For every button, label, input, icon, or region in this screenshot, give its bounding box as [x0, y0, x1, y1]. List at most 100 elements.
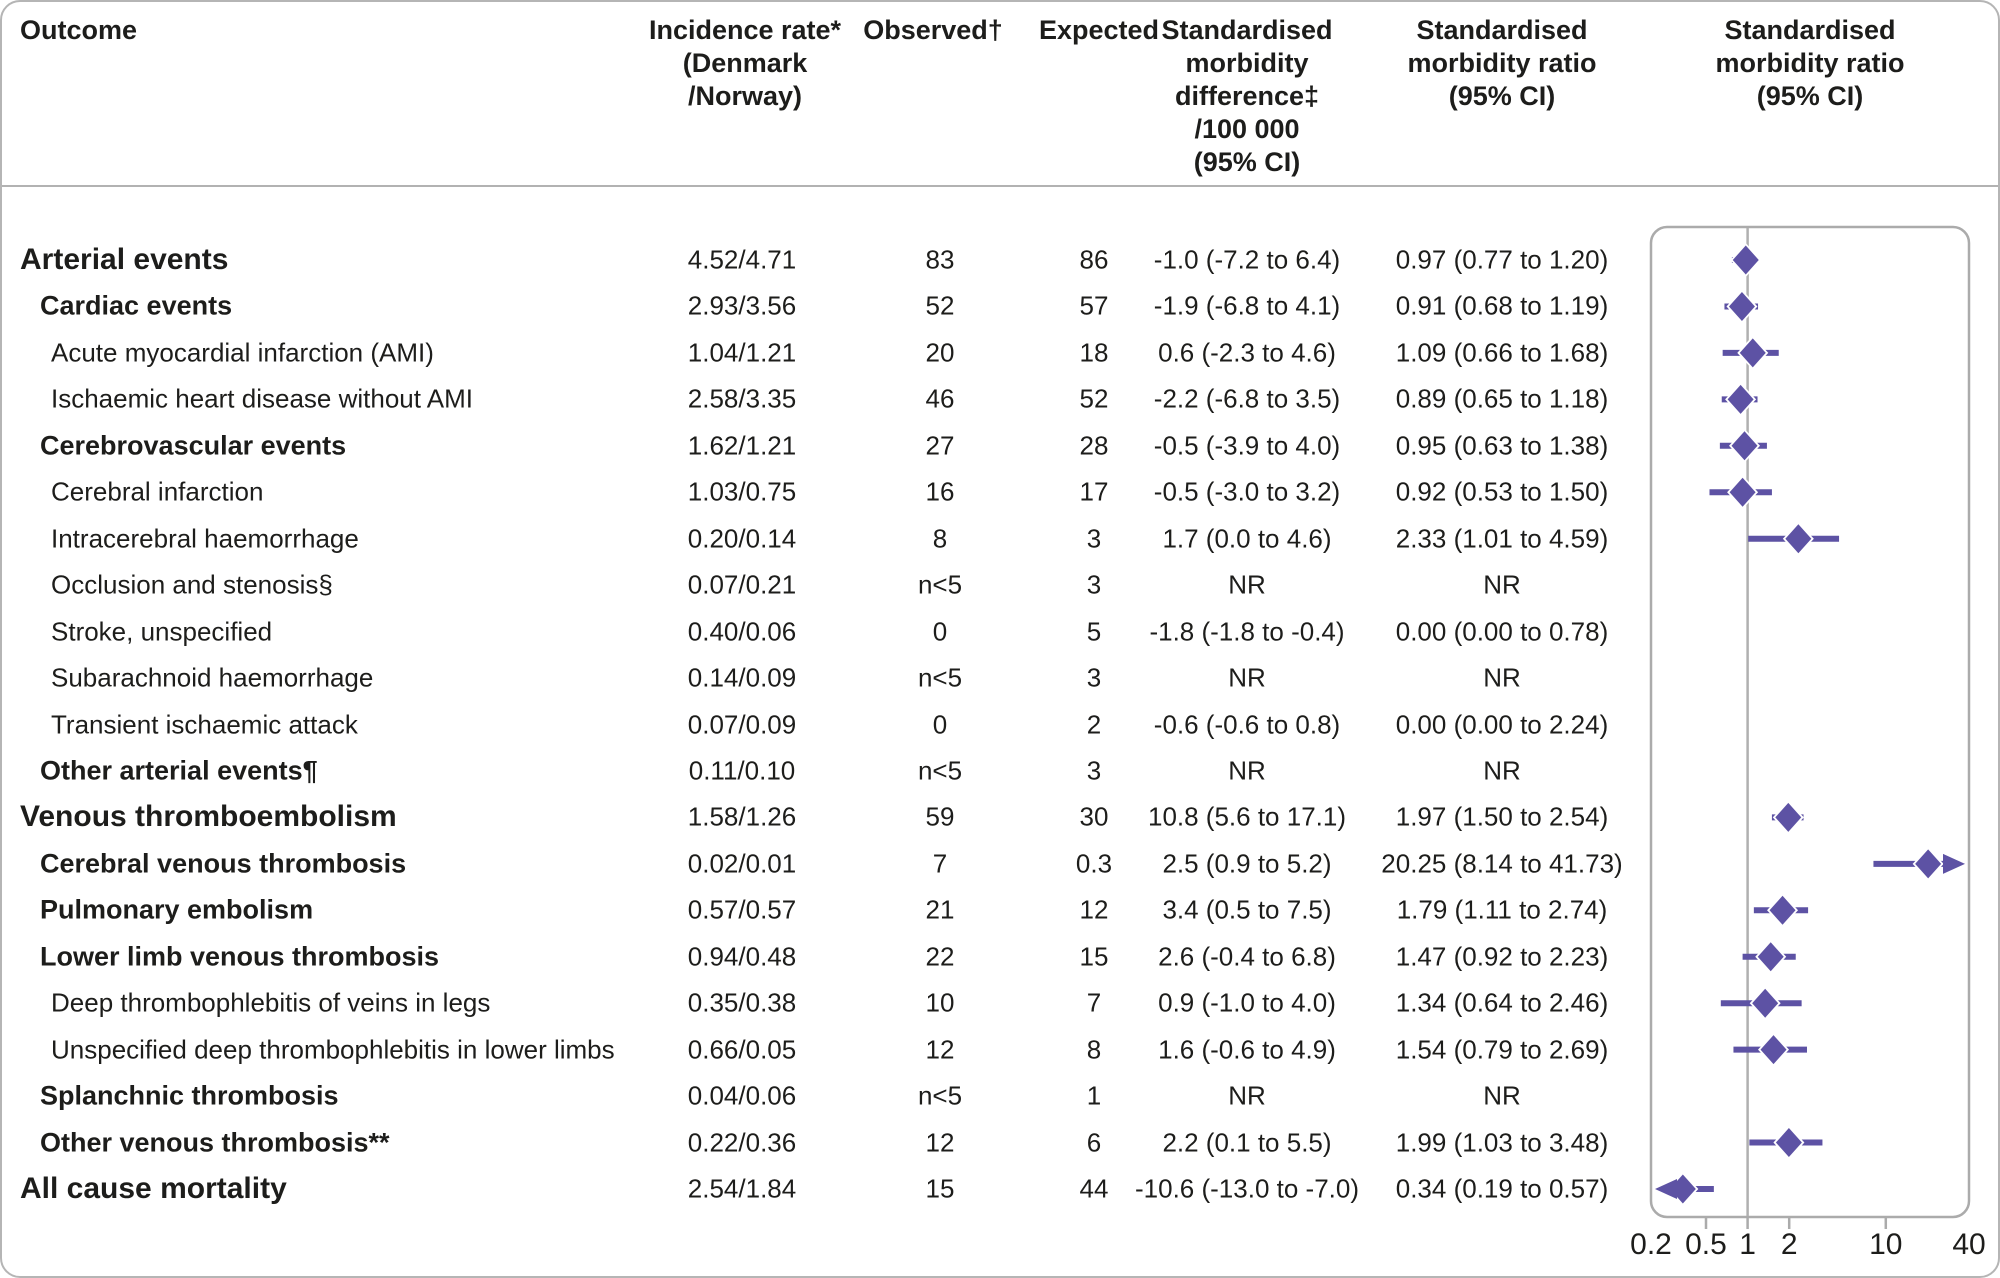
smd-value: NR — [1228, 1080, 1266, 1111]
smr-diamond — [1915, 849, 1942, 879]
smr-value: 0.00 (0.00 to 2.24) — [1395, 709, 1609, 739]
outcome-label: Intracerebral haemorrhage — [51, 523, 359, 554]
axis-label: 40 — [1952, 1228, 1985, 1261]
outcome-label: Subarachnoid haemorrhage — [51, 662, 374, 693]
smr-value: NR — [1483, 662, 1521, 693]
expected-value: 28 — [1079, 430, 1109, 461]
table-row: Stroke, unspecified 0.40/0.06 0 5 -1.8 (… — [2, 608, 1998, 655]
table-row: Lower limb venous thrombosis 0.94/0.48 2… — [2, 933, 1998, 980]
smr-diamond — [1731, 431, 1758, 461]
expected-value: 12 — [1079, 894, 1109, 925]
axis-label: 0.2 — [1630, 1228, 1672, 1261]
smd-value: -2.2 (-6.8 to 3.5) — [1153, 383, 1341, 414]
incidence-rate-value: 1.58/1.26 — [687, 801, 797, 832]
observed-value: n<5 — [917, 662, 963, 693]
axis-label: 0.5 — [1685, 1228, 1727, 1261]
expected-value: 0.3 — [1075, 848, 1113, 879]
axis-label: 1 — [1739, 1228, 1756, 1261]
observed-value: 20 — [925, 337, 955, 368]
smd-value: -1.9 (-6.8 to 4.1) — [1153, 290, 1341, 321]
table-row: Subarachnoid haemorrhage 0.14/0.09 n<5 3… — [2, 655, 1998, 702]
smd-value: NR — [1228, 755, 1266, 786]
table-row: Arterial events 4.52/4.71 83 86 -1.0 (-7… — [2, 237, 1998, 284]
expected-value: 8 — [1086, 1034, 1102, 1065]
expected-value: 3 — [1086, 569, 1102, 600]
table-row: Transient ischaemic attack 0.07/0.09 0 2… — [2, 701, 1998, 748]
table-row: Ischaemic heart disease without AMI 2.58… — [2, 376, 1998, 423]
observed-value: 10 — [925, 987, 955, 1018]
smr-diamond — [1769, 895, 1796, 925]
table-row: Pulmonary embolism 0.57/0.57 21 12 3.4 (… — [2, 887, 1998, 934]
expected-value: 44 — [1079, 1173, 1109, 1204]
outcome-label: Unspecified deep thrombophlebitis in low… — [51, 1034, 615, 1065]
smr-value: 0.34 (0.19 to 0.57) — [1395, 1173, 1609, 1204]
outcome-label: Other arterial events¶ — [40, 755, 318, 786]
expected-value: 3 — [1086, 523, 1102, 554]
smd-value: -0.6 (-0.6 to 0.8) — [1153, 709, 1341, 739]
table-row: Other venous thrombosis** 0.22/0.36 12 6… — [2, 1119, 1998, 1166]
incidence-rate-value: 4.52/4.71 — [687, 244, 797, 275]
column-header-expected: Expected — [1038, 15, 1160, 45]
table-row: Venous thromboembolism 1.58/1.26 59 30 1… — [2, 794, 1998, 841]
expected-value: 52 — [1079, 383, 1109, 414]
smr-diamond — [1775, 802, 1802, 832]
outcome-label: Cerebrovascular events — [40, 430, 347, 461]
smd-value: NR — [1228, 569, 1266, 600]
observed-value: 15 — [925, 1173, 955, 1204]
smr-value: 0.89 (0.65 to 1.18) — [1395, 383, 1609, 414]
table-row: Intracerebral haemorrhage 0.20/0.14 8 3 … — [2, 515, 1998, 562]
smr-value: 0.00 (0.00 to 0.78) — [1395, 616, 1609, 647]
smr-value: NR — [1483, 569, 1521, 600]
table-row: Unspecified deep thrombophlebitis in low… — [2, 1026, 1998, 1073]
smd-value: -10.6 (-13.0 to -7.0) — [1135, 1173, 1359, 1204]
observed-value: n<5 — [917, 1080, 963, 1111]
axis-label: 10 — [1869, 1228, 1902, 1261]
outcome-label: Pulmonary embolism — [40, 894, 314, 925]
observed-value: 12 — [925, 1127, 955, 1158]
smr-value: 1.34 (0.64 to 2.46) — [1395, 987, 1609, 1018]
outcome-label: Transient ischaemic attack — [51, 709, 358, 739]
table-row: Cerebral infarction 1.03/0.75 16 17 -0.5… — [2, 469, 1998, 516]
incidence-rate-value: 0.94/0.48 — [687, 941, 797, 972]
smr-diamond — [1785, 524, 1812, 554]
smr-diamond — [1729, 477, 1756, 507]
table-row: Occlusion and stenosis§ 0.07/0.21 n<5 3 … — [2, 562, 1998, 609]
observed-value: 0 — [932, 709, 948, 739]
smr-value: 0.95 (0.63 to 1.38) — [1395, 430, 1609, 461]
smd-value: 2.6 (-0.4 to 6.8) — [1158, 941, 1336, 972]
smr-value: 1.97 (1.50 to 2.54) — [1395, 801, 1609, 832]
outcome-label: Other venous thrombosis** — [40, 1127, 390, 1158]
outcome-label: Arterial events — [20, 243, 229, 276]
expected-value: 30 — [1079, 801, 1109, 832]
outcome-label: Stroke, unspecified — [51, 616, 273, 647]
column-header-smd: Standardised morbidity difference‡ /100 … — [1161, 15, 1333, 177]
table-row: Cerebral venous thrombosis 0.02/0.01 7 0… — [2, 840, 1998, 887]
table-row: Other arterial events¶ 0.11/0.10 n<5 3 N… — [2, 747, 1998, 794]
observed-value: 0 — [932, 616, 948, 647]
expected-value: 3 — [1086, 755, 1102, 786]
observed-value: 46 — [925, 383, 955, 414]
outcome-label: Venous thromboembolism — [20, 800, 397, 834]
observed-value: n<5 — [917, 569, 963, 600]
outcome-label: Deep thrombophlebitis of veins in legs — [51, 987, 491, 1018]
outcome-label: Acute myocardial infarction (AMI) — [51, 337, 434, 368]
outcome-label: Lower limb venous thrombosis — [40, 941, 440, 972]
incidence-rate-value: 2.58/3.35 — [687, 383, 797, 414]
smr-value: 1.09 (0.66 to 1.68) — [1395, 337, 1609, 368]
incidence-rate-value: 0.35/0.38 — [687, 987, 797, 1018]
incidence-rate-value: 0.66/0.05 — [687, 1034, 797, 1065]
incidence-rate-value: 0.07/0.21 — [687, 569, 797, 600]
observed-value: 27 — [925, 430, 955, 461]
outcome-label: Cerebral venous thrombosis — [40, 848, 407, 879]
incidence-rate-value: 0.14/0.09 — [687, 662, 797, 693]
smr-value: 0.97 (0.77 to 1.20) — [1395, 244, 1609, 275]
smd-value: -1.8 (-1.8 to -0.4) — [1149, 616, 1345, 647]
expected-value: 15 — [1079, 941, 1109, 972]
expected-value: 2 — [1086, 709, 1102, 739]
observed-value: 12 — [925, 1034, 955, 1065]
clip-arrow-left — [1655, 1179, 1677, 1199]
expected-value: 3 — [1086, 662, 1102, 693]
incidence-rate-value: 0.22/0.36 — [687, 1127, 797, 1158]
expected-value: 57 — [1079, 290, 1109, 321]
incidence-rate-value: 0.20/0.14 — [687, 523, 797, 554]
